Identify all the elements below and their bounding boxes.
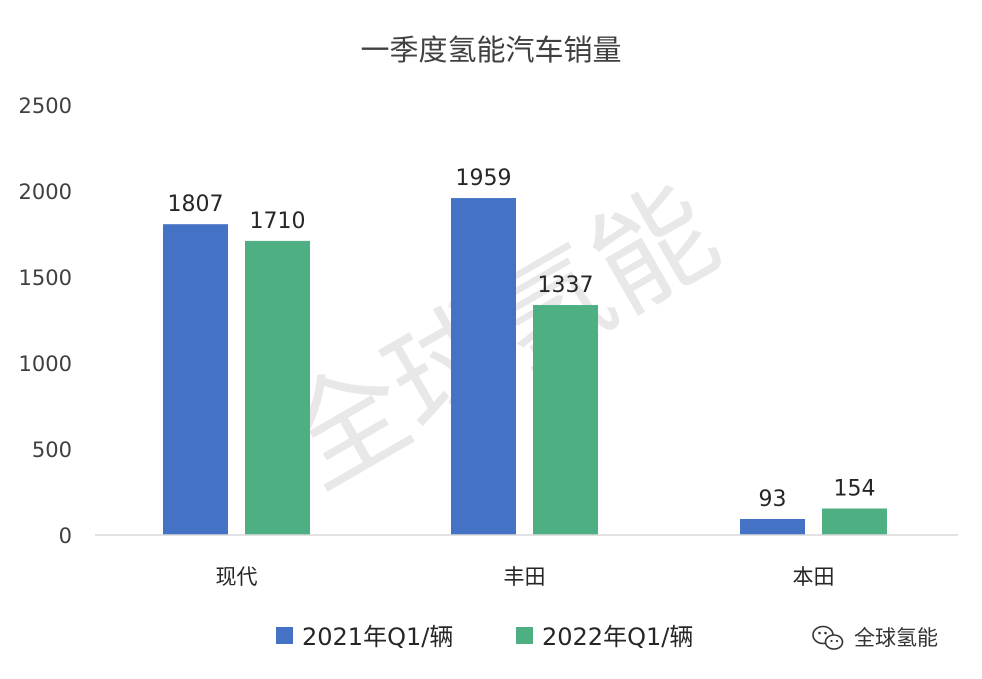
- data-label: 1710: [250, 209, 306, 234]
- bar: [163, 224, 228, 536]
- y-tick-label: 1500: [19, 266, 72, 290]
- y-tick-label: 0: [59, 524, 72, 548]
- x-tick-label: 丰田: [504, 565, 546, 589]
- legend: 2021年Q1/辆 2022年Q1/辆: [276, 623, 693, 651]
- bar: [451, 198, 516, 535]
- bar: [822, 508, 887, 535]
- y-axis: 0 500 1000 1500 2000 2500: [19, 94, 72, 548]
- y-tick-label: 1000: [19, 352, 72, 376]
- bar: [533, 305, 598, 535]
- data-label: 93: [759, 487, 787, 512]
- legend-label-2022: 2022年Q1/辆: [542, 623, 693, 651]
- legend-label-2021: 2021年Q1/辆: [302, 623, 453, 651]
- y-tick-label: 500: [32, 438, 72, 462]
- data-label: 1807: [168, 192, 224, 217]
- y-tick-label: 2500: [19, 94, 72, 118]
- data-label: 1959: [456, 166, 512, 191]
- x-axis: 现代 丰田 本田: [216, 565, 835, 589]
- bar: [245, 240, 310, 535]
- brand-mark: 全球氢能: [812, 625, 938, 650]
- legend-swatch-2021: [276, 627, 293, 644]
- chart-title: 一季度氢能汽车销量: [360, 33, 621, 67]
- data-label: 1337: [538, 273, 594, 298]
- brand-label: 全球氢能: [854, 626, 938, 650]
- x-tick-label: 现代: [216, 565, 258, 589]
- legend-swatch-2022: [516, 627, 533, 644]
- bar: [740, 519, 805, 535]
- wechat-icon: [812, 625, 844, 650]
- data-label: 154: [834, 477, 876, 502]
- plot-area: 1807 1710 1959 1337 93 154: [163, 166, 887, 536]
- x-tick-label: 本田: [793, 565, 835, 589]
- y-tick-label: 2000: [19, 180, 72, 204]
